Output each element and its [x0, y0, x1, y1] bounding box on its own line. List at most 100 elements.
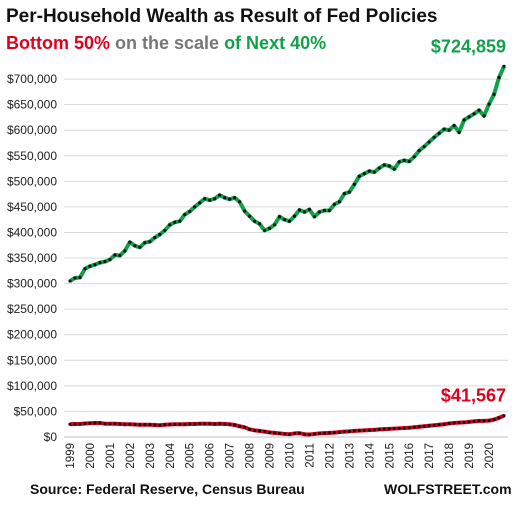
series-lines: [68, 64, 506, 437]
data-point-bottom-50-: [322, 431, 327, 435]
y-tick-label: $100,000: [7, 379, 57, 393]
data-point-next-40-: [407, 159, 411, 163]
data-point-next-40-: [457, 130, 461, 134]
data-point-bottom-50-: [223, 422, 227, 426]
data-point-bottom-50-: [83, 421, 87, 426]
data-point-bottom-50-: [272, 431, 277, 435]
data-point-next-40-: [472, 112, 476, 116]
data-point-bottom-50-: [198, 422, 202, 426]
subtitle-next-40: of Next 40%: [224, 33, 327, 53]
data-point-bottom-50-: [228, 422, 232, 426]
series-line-bottom-50-: [69, 413, 505, 437]
data-point-next-40-: [98, 261, 102, 265]
data-point-bottom-50-: [352, 429, 356, 433]
series-line-next-40-: [68, 65, 506, 283]
data-point-next-40-: [158, 232, 162, 237]
end-value-labels: $724,859 $41,567: [431, 36, 506, 405]
data-point-bottom-50-: [317, 431, 322, 436]
data-point-next-40-: [307, 207, 312, 212]
end-label-bottom-50-: $41,567: [441, 386, 506, 406]
data-point-bottom-50-: [183, 422, 187, 426]
data-point-bottom-50-: [88, 421, 92, 425]
data-point-bottom-50-: [412, 425, 416, 429]
y-axis-ticks: $0 $50,000 $100,000 $150,000 $200,000 $250,00…: [7, 72, 57, 444]
data-point-bottom-50-: [437, 423, 441, 427]
x-tick-label: 2004: [165, 442, 177, 468]
y-tick-label: $450,000: [7, 200, 57, 214]
data-point-bottom-50-: [362, 428, 366, 432]
y-tick-label: $50,000: [14, 404, 58, 418]
x-tick-label: 2006: [205, 443, 217, 469]
data-point-next-40-: [497, 75, 501, 80]
x-tick-label: 2000: [85, 443, 97, 469]
y-tick-label: $500,000: [7, 174, 57, 188]
data-point-bottom-50-: [118, 422, 122, 426]
data-point-next-40-: [68, 279, 72, 283]
x-tick-label: 2005: [185, 443, 197, 469]
data-point-bottom-50-: [457, 421, 461, 425]
data-point-bottom-50-: [442, 422, 446, 426]
chart-subtitle: Bottom 50% on the scale of Next 40%: [6, 33, 326, 54]
data-point-next-40-: [168, 223, 172, 227]
data-point-bottom-50-: [108, 422, 112, 426]
data-point-bottom-50-: [123, 422, 127, 426]
y-tick-label: $0: [44, 430, 58, 444]
x-tick-label: 2010: [284, 443, 296, 469]
data-point-next-40-: [492, 92, 496, 97]
data-point-bottom-50-: [307, 432, 312, 437]
data-point-bottom-50-: [387, 427, 391, 431]
data-point-next-40-: [482, 114, 486, 118]
data-point-next-40-: [467, 115, 471, 119]
data-point-bottom-50-: [472, 419, 476, 423]
x-tick-label: 2016: [404, 443, 416, 469]
data-point-next-40-: [477, 108, 481, 112]
data-point-next-40-: [422, 144, 426, 149]
x-tick-label: 2013: [344, 443, 356, 469]
data-point-bottom-50-: [208, 422, 212, 426]
data-point-bottom-50-: [302, 432, 307, 436]
data-point-next-40-: [352, 182, 356, 186]
data-point-bottom-50-: [502, 414, 506, 418]
data-point-bottom-50-: [243, 425, 247, 429]
data-point-bottom-50-: [282, 432, 287, 436]
data-point-next-40-: [332, 202, 336, 206]
data-point-next-40-: [93, 263, 97, 267]
x-tick-label: 2019: [464, 443, 476, 469]
data-point-next-40-: [297, 208, 302, 212]
data-point-next-40-: [188, 209, 192, 214]
data-point-next-40-: [437, 131, 441, 135]
data-point-bottom-50-: [397, 426, 401, 430]
data-point-bottom-50-: [462, 420, 466, 425]
data-point-next-40-: [362, 172, 366, 176]
data-point-bottom-50-: [68, 422, 72, 426]
x-tick-label: 1999: [65, 443, 77, 469]
data-point-bottom-50-: [203, 422, 207, 426]
data-point-bottom-50-: [407, 426, 411, 430]
data-point-next-40-: [502, 64, 506, 68]
data-point-next-40-: [163, 228, 167, 233]
data-point-next-40-: [133, 244, 137, 248]
x-tick-label: 2011: [304, 443, 316, 468]
data-point-bottom-50-: [482, 419, 486, 423]
data-point-bottom-50-: [78, 422, 82, 426]
data-point-next-40-: [148, 240, 152, 244]
data-point-bottom-50-: [347, 429, 351, 433]
data-point-next-40-: [287, 219, 292, 223]
data-point-next-40-: [442, 127, 446, 131]
data-point-next-40-: [347, 190, 351, 194]
x-tick-label: 2003: [145, 443, 157, 469]
data-point-next-40-: [213, 197, 217, 201]
data-point-bottom-50-: [73, 422, 77, 426]
data-point-bottom-50-: [163, 423, 167, 427]
y-tick-label: $150,000: [7, 353, 57, 367]
data-point-bottom-50-: [477, 419, 481, 423]
data-point-bottom-50-: [213, 422, 217, 426]
data-point-bottom-50-: [233, 423, 237, 427]
data-point-bottom-50-: [367, 428, 371, 432]
x-tick-label: 2012: [324, 443, 336, 469]
data-point-bottom-50-: [417, 425, 421, 429]
data-point-next-40-: [337, 200, 341, 204]
y-tick-label: $700,000: [7, 72, 57, 86]
x-axis-ticks: 1999 2000 2001 2002 2003 2004 2005 2006 2007 2008…: [65, 442, 496, 468]
data-point-next-40-: [267, 226, 272, 230]
